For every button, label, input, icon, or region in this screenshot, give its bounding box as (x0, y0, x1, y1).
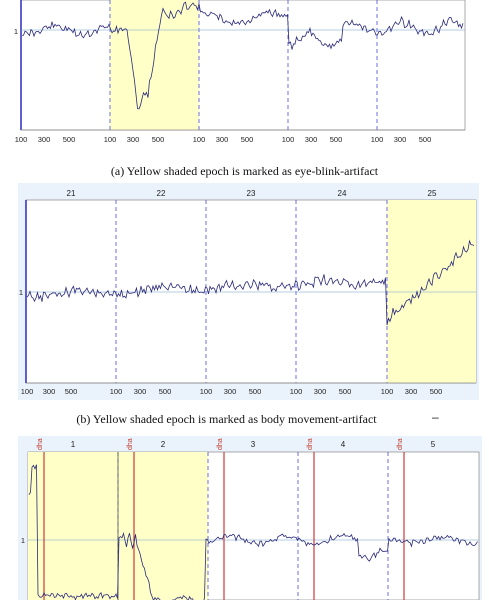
eeg-signal-a (21, 1, 464, 110)
epoch-number-b-2: 23 (247, 189, 256, 198)
caption-a: (a) Yellow shaded epoch is marked as eye… (110, 164, 379, 178)
x-tick-b-7: 300 (224, 387, 237, 396)
x-tick-b-4: 300 (134, 387, 147, 396)
y-label-a: 1 (14, 27, 18, 36)
x-tick-b-0: 100 (21, 387, 34, 396)
eeg-signal-b (26, 239, 475, 326)
epoch-number-b-0: 21 (67, 189, 76, 198)
y-label-b: 1 (19, 288, 23, 297)
panel-b-svg: 1 21 22 23 24 25 100 300 500 100 300 500 100 300 500 10… (18, 183, 479, 400)
eeg-signal-c (28, 464, 478, 600)
panel-a-svg: 1 100 300 500 100 300 500 100 300 500 100 300 500 100… (14, 0, 466, 144)
x-tick-a-14: 500 (419, 135, 432, 144)
event-label-c-1: dha (127, 438, 134, 450)
x-tick-b-2: 500 (65, 387, 78, 396)
epoch-number-b-1: 22 (157, 189, 166, 198)
x-tick-a-6: 100 (193, 135, 206, 144)
shaded-epoch-a (110, 0, 199, 130)
panel-c-eeg-plot: 1 dha dha dha dha dha 1 2 3 4 5 (18, 436, 482, 600)
epoch-number-b-4: 25 (428, 189, 437, 198)
x-tick-b-13: 300 (405, 387, 418, 396)
x-tick-a-12: 100 (371, 135, 384, 144)
event-label-c-0: dha (37, 438, 44, 450)
x-tick-a-5: 500 (152, 135, 165, 144)
x-tick-a-4: 300 (127, 135, 140, 144)
x-tick-b-11: 500 (339, 387, 352, 396)
event-label-c-3: dha (307, 438, 314, 450)
epoch-number-c-4: 5 (431, 440, 436, 449)
x-tick-b-9: 100 (290, 387, 303, 396)
x-tick-b-5: 500 (159, 387, 172, 396)
x-tick-a-13: 300 (394, 135, 407, 144)
epoch-number-c-3: 4 (341, 440, 346, 449)
y-label-c: 1 (21, 536, 25, 545)
x-tick-a-3: 100 (104, 135, 117, 144)
x-tick-a-8: 500 (241, 135, 254, 144)
x-tick-a-9: 100 (282, 135, 295, 144)
x-tick-a-1: 300 (38, 135, 51, 144)
epoch-number-b-3: 24 (338, 189, 347, 198)
x-tick-b-14: 500 (430, 387, 443, 396)
panel-b-eeg-plot: 1 21 22 23 24 25 100 300 500 100 300 500 100 300 500 10… (18, 183, 479, 400)
x-tick-a-10: 300 (305, 135, 318, 144)
x-tick-b-10: 300 (314, 387, 327, 396)
x-tick-a-11: 500 (330, 135, 343, 144)
shaded-epoch-b (387, 200, 476, 383)
panel-c-svg: 1 dha dha dha dha dha 1 2 3 4 5 (18, 436, 482, 600)
x-tick-b-12: 100 (381, 387, 394, 396)
x-tick-b-1: 300 (43, 387, 56, 396)
event-label-c-2: dha (217, 438, 224, 450)
x-tick-b-8: 500 (249, 387, 262, 396)
caption-b-trailing-mark: – (432, 410, 439, 424)
epoch-number-c-1: 2 (161, 440, 166, 449)
x-tick-b-6: 100 (200, 387, 213, 396)
epoch-number-c-2: 3 (251, 440, 256, 449)
x-tick-a-2: 500 (63, 135, 76, 144)
x-tick-a-7: 300 (216, 135, 229, 144)
event-label-c-4: dha (397, 438, 404, 450)
x-tick-b-3: 100 (110, 387, 123, 396)
epoch-number-c-0: 1 (71, 440, 76, 449)
caption-b: (b) Yellow shaded epoch is marked as bod… (76, 412, 377, 426)
x-tick-a-0: 100 (15, 135, 28, 144)
panel-a-eeg-plot: 1 100 300 500 100 300 500 100 300 500 100 300 500 100… (12, 0, 467, 148)
plot-area-a (20, 0, 466, 131)
